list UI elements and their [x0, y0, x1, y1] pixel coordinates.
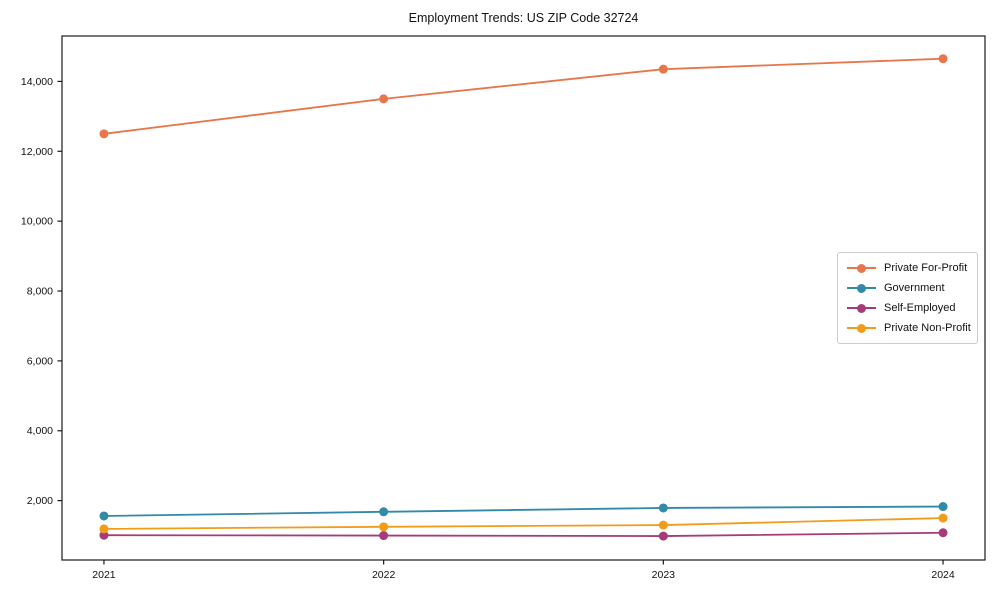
legend-item: Private For-Profit [847, 260, 968, 276]
x-tick-label: 2024 [931, 569, 955, 581]
legend-item: Self-Employed [847, 300, 968, 316]
legend-label: Self-Employed [884, 302, 956, 314]
chart-title: Employment Trends: US ZIP Code 32724 [408, 11, 639, 25]
y-tick-label: 8,000 [27, 286, 53, 298]
legend-label: Private Non-Profit [884, 322, 971, 334]
data-point-private-for-profit [99, 129, 109, 139]
data-point-government [379, 507, 389, 517]
legend-marker-icon [847, 322, 876, 334]
data-point-government [658, 503, 668, 513]
y-tick-label: 14,000 [21, 76, 53, 88]
data-point-private-non-profit [99, 524, 109, 534]
data-point-private-for-profit [938, 54, 948, 64]
data-point-self-employed [938, 528, 948, 538]
data-point-private-for-profit [658, 64, 668, 74]
data-point-government [99, 511, 109, 521]
series-line-private-non-profit [103, 517, 944, 530]
data-point-private-non-profit [379, 522, 389, 532]
data-point-private-non-profit [658, 520, 668, 530]
plot-frame [61, 35, 986, 561]
data-point-private-non-profit [938, 513, 948, 523]
series-line-private-for-profit [103, 57, 944, 135]
data-point-self-employed [99, 530, 109, 540]
y-tick-label: 6,000 [27, 355, 53, 367]
legend-item: Government [847, 280, 968, 296]
legend: Private For-Profit Government Self-Employe… [837, 252, 978, 344]
series-line-self-employed [103, 531, 944, 537]
series-line-government [103, 505, 944, 517]
y-tick-label: 2,000 [27, 495, 53, 507]
x-tick-label: 2022 [372, 569, 396, 581]
y-tick-label: 12,000 [21, 146, 53, 158]
y-tick-label: 10,000 [21, 216, 53, 228]
x-tick-label: 2023 [652, 569, 676, 581]
x-tick-label: 2021 [92, 569, 116, 581]
legend-marker-icon [847, 262, 876, 274]
data-point-private-for-profit [379, 94, 389, 104]
legend-label: Private For-Profit [884, 262, 968, 274]
legend-marker-icon [847, 282, 876, 294]
data-point-government [938, 502, 948, 512]
legend-marker-icon [847, 302, 876, 314]
y-tick-label: 4,000 [27, 425, 53, 437]
data-point-self-employed [658, 531, 668, 541]
legend-item: Private Non-Profit [847, 320, 971, 336]
legend-label: Government [884, 282, 945, 294]
data-point-self-employed [379, 531, 389, 541]
